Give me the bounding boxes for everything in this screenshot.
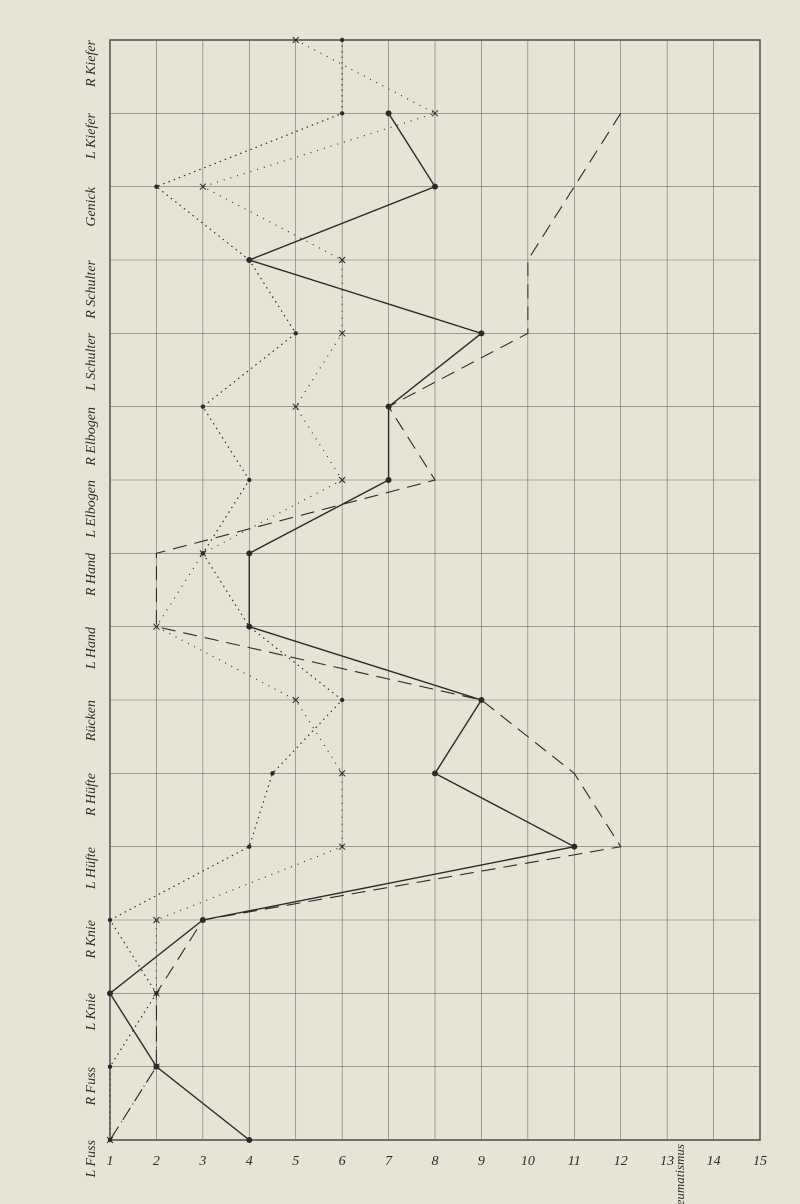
x-category-label: R Fuss xyxy=(84,1067,100,1106)
y-tick-label: 9 xyxy=(478,1154,485,1170)
y-tick-label: 2 xyxy=(153,1154,160,1170)
chart-container: R Kiefer L Kiefer Genick R Schulter L Schult… xyxy=(0,0,800,1204)
legend: Abscisse der Reihenfolgetabelle bei acut… xyxy=(672,1144,760,1204)
legend-row: Abscisse der Reihenfolgetabelle bei acut… xyxy=(672,1144,688,1204)
y-tick-label: 3 xyxy=(199,1154,206,1170)
x-category-label: L Hand xyxy=(84,627,100,669)
x-category-label: L Hüfte xyxy=(84,847,100,889)
x-category-label: R Hand xyxy=(84,553,100,596)
x-category-label: R Schulter xyxy=(84,260,100,319)
y-tick-label: 10 xyxy=(521,1154,535,1170)
y-tick-label: 1 xyxy=(107,1154,114,1170)
y-tick-label: 12 xyxy=(614,1154,628,1170)
y-tick-label: 8 xyxy=(432,1154,439,1170)
x-category-label: L Schulter xyxy=(84,333,100,391)
x-category-label: R Knie xyxy=(84,920,100,959)
x-category-label: L Fuss xyxy=(84,1140,100,1177)
legend-row: „ „ Häufigkeits „ acutem „ xyxy=(716,1144,732,1204)
x-category-label: L Elbogen xyxy=(84,480,100,538)
x-category-label: L Kiefer xyxy=(84,113,100,159)
y-tick-label: 6 xyxy=(339,1154,346,1170)
legend-row: „ „ „ chronischem „ xyxy=(738,1144,754,1204)
x-category-label: R Kiefer xyxy=(84,40,100,87)
x-category-label: R Elbogen xyxy=(84,407,100,466)
x-category-label: Genick xyxy=(84,187,100,227)
y-tick-label: 4 xyxy=(246,1154,253,1170)
chart-svg xyxy=(0,0,800,1204)
y-tick-label: 11 xyxy=(568,1154,581,1170)
legend-text: Abscisse der Reihenfolgetabelle bei acut… xyxy=(672,1144,688,1204)
x-category-label: L Knie xyxy=(84,993,100,1030)
legend-row: „ „ „ chronischem „ xyxy=(694,1144,710,1204)
y-tick-label: 7 xyxy=(385,1154,392,1170)
x-category-label: Rücken xyxy=(84,700,100,741)
y-tick-label: 5 xyxy=(292,1154,299,1170)
x-category-label: R Hüfte xyxy=(84,773,100,816)
